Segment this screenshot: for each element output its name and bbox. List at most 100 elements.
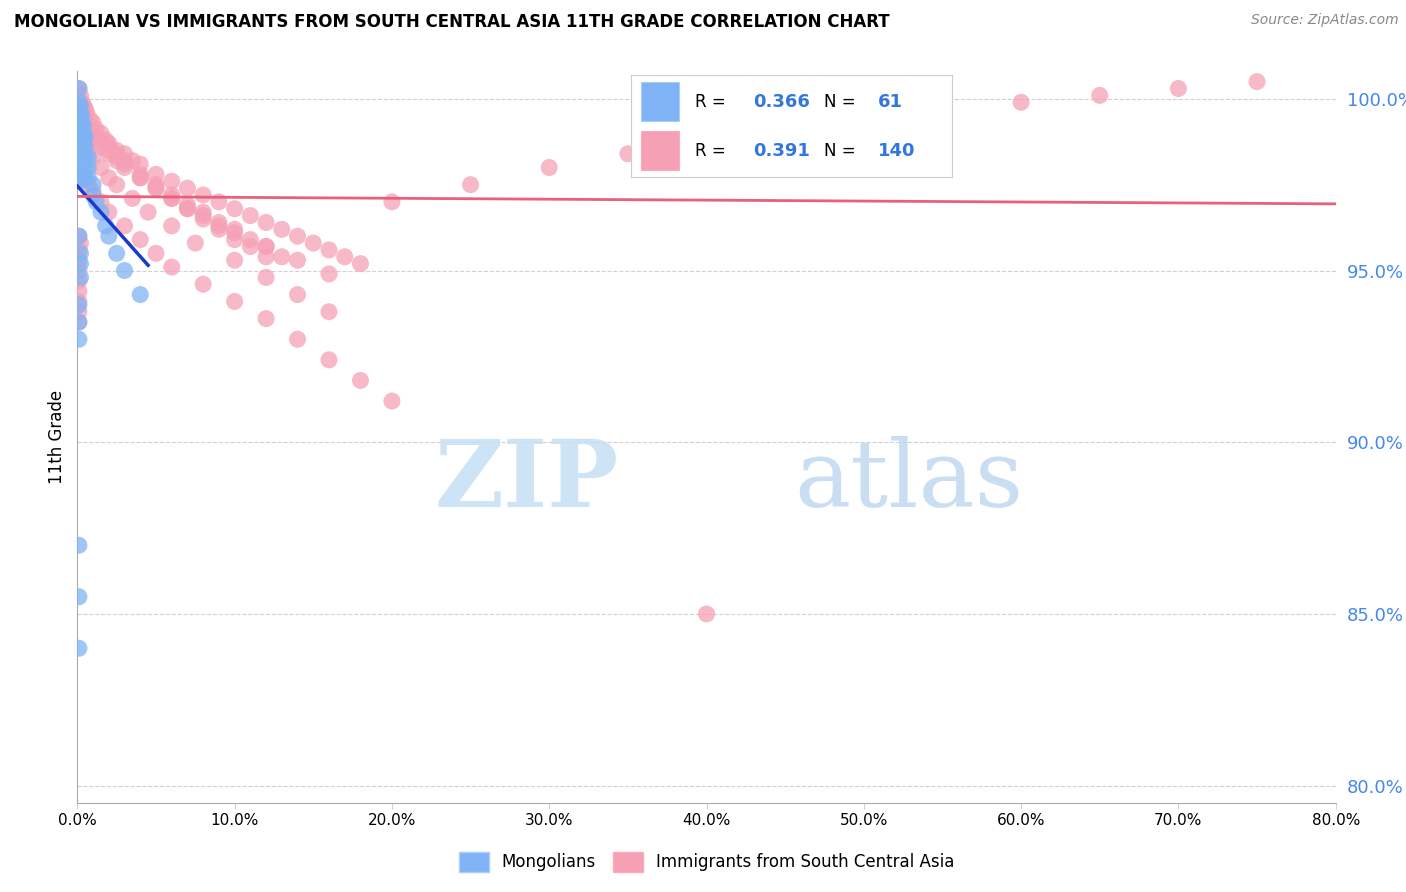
Point [67, 95, 90, 110]
Point [75, 140, 97, 154]
Point [84, 194, 107, 209]
Point [129, 287, 152, 301]
Point [224, 233, 246, 247]
Point [69, 112, 91, 127]
Point [105, 150, 128, 164]
Point [82, 129, 104, 144]
Point [254, 250, 277, 264]
Point [1167, 81, 1189, 95]
Point [773, 120, 796, 134]
Point [67, 590, 90, 604]
Point [97, 144, 120, 158]
Point [160, 188, 183, 202]
Point [90, 161, 112, 175]
Point [239, 209, 262, 223]
Point [67, 315, 90, 329]
Point [84, 122, 107, 136]
Point [69, 105, 91, 120]
Point [90, 136, 112, 151]
Point [69, 112, 91, 127]
Point [70, 164, 93, 178]
Point [94, 219, 117, 233]
Point [70, 144, 93, 158]
Point [69, 164, 91, 178]
Point [145, 246, 167, 260]
Point [94, 133, 117, 147]
Point [224, 222, 246, 236]
Point [72, 146, 94, 161]
Point [67, 126, 90, 140]
Point [287, 253, 309, 268]
Y-axis label: 11th Grade: 11th Grade [48, 390, 66, 484]
Point [381, 194, 404, 209]
Point [82, 188, 104, 202]
Point [69, 174, 91, 188]
Point [76, 126, 98, 140]
Point [69, 102, 91, 116]
Point [129, 170, 152, 185]
Point [129, 170, 152, 185]
Point [72, 120, 94, 134]
Point [69, 257, 91, 271]
Point [67, 315, 90, 329]
Point [67, 298, 90, 312]
Point [76, 105, 98, 120]
Point [224, 294, 246, 309]
Point [176, 202, 198, 216]
Point [129, 157, 152, 171]
Point [145, 167, 167, 181]
Point [72, 98, 94, 112]
Point [224, 202, 246, 216]
Point [254, 270, 277, 285]
Point [69, 270, 91, 285]
Point [318, 243, 340, 257]
Point [114, 153, 136, 168]
Point [105, 144, 128, 158]
Point [90, 126, 112, 140]
Point [75, 150, 97, 164]
Point [75, 122, 97, 136]
Point [97, 146, 120, 161]
Point [67, 95, 90, 110]
Point [145, 181, 167, 195]
Point [254, 311, 277, 326]
Point [72, 167, 94, 181]
Point [460, 178, 482, 192]
Point [852, 109, 875, 123]
Point [160, 174, 183, 188]
Text: Source: ZipAtlas.com: Source: ZipAtlas.com [1251, 13, 1399, 28]
Point [105, 246, 128, 260]
Point [114, 219, 136, 233]
Point [105, 153, 128, 168]
Point [67, 116, 90, 130]
Point [70, 170, 93, 185]
Point [67, 102, 90, 116]
Point [77, 170, 100, 185]
Point [70, 109, 93, 123]
Point [1010, 95, 1032, 110]
Point [67, 274, 90, 288]
Point [69, 246, 91, 260]
Point [67, 253, 90, 268]
Point [72, 120, 94, 134]
Point [254, 215, 277, 229]
Text: atlas: atlas [794, 436, 1024, 526]
Point [97, 170, 120, 185]
Point [191, 277, 215, 292]
Point [208, 219, 231, 233]
Point [79, 112, 101, 127]
Point [90, 133, 112, 147]
Point [381, 394, 404, 409]
Point [69, 126, 91, 140]
Point [318, 352, 340, 367]
Point [318, 304, 340, 318]
Point [69, 120, 91, 134]
Point [145, 178, 167, 192]
Point [75, 129, 97, 144]
Point [67, 304, 90, 318]
Point [77, 150, 100, 164]
Point [318, 267, 340, 281]
Point [208, 194, 231, 209]
Point [69, 98, 91, 112]
Point [76, 144, 98, 158]
